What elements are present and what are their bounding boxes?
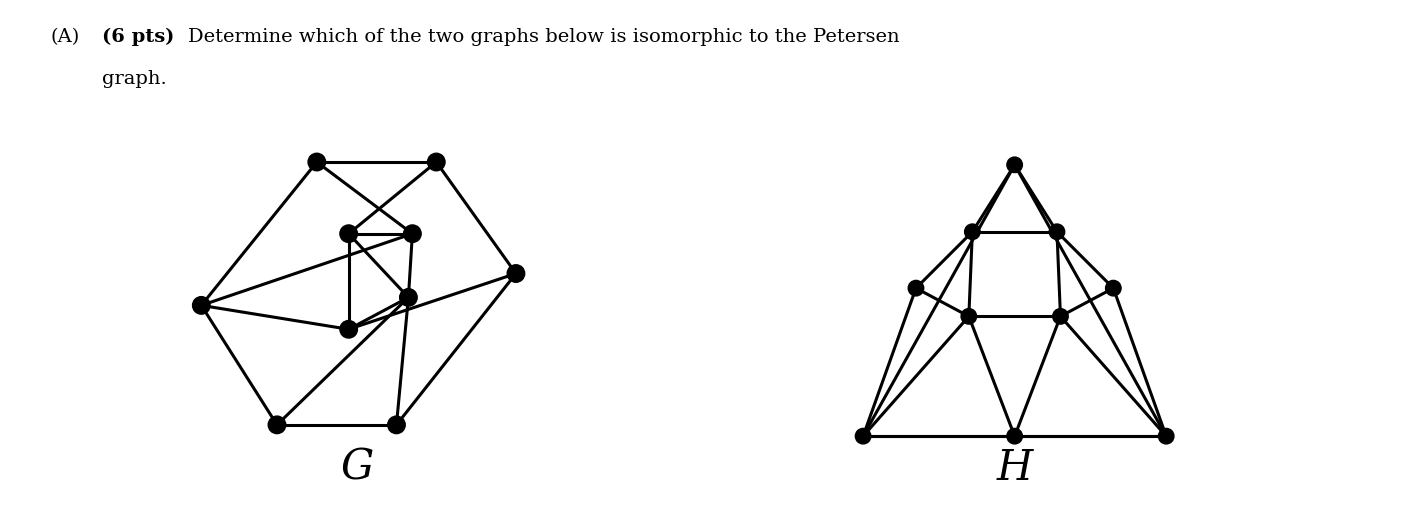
Circle shape [965, 224, 980, 239]
Circle shape [1049, 224, 1064, 239]
Text: Determine which of the two graphs below is isomorphic to the Petersen: Determine which of the two graphs below … [188, 28, 900, 46]
Circle shape [908, 280, 924, 296]
Circle shape [855, 429, 871, 444]
Circle shape [1007, 429, 1022, 444]
Circle shape [404, 225, 421, 243]
Circle shape [1007, 157, 1022, 172]
Text: G: G [341, 446, 373, 488]
Circle shape [1106, 280, 1122, 296]
Circle shape [268, 416, 286, 434]
Circle shape [308, 153, 325, 171]
Circle shape [508, 265, 524, 282]
Circle shape [192, 297, 210, 314]
Circle shape [428, 153, 444, 171]
Text: (6 pts): (6 pts) [102, 28, 174, 46]
Text: (A): (A) [50, 28, 80, 46]
Circle shape [388, 416, 405, 434]
Circle shape [339, 225, 358, 243]
Circle shape [1053, 309, 1068, 324]
Circle shape [400, 289, 418, 306]
Text: H: H [997, 447, 1033, 489]
Circle shape [339, 321, 358, 338]
Circle shape [1158, 429, 1173, 444]
Circle shape [962, 309, 977, 324]
Text: graph.: graph. [102, 70, 167, 88]
